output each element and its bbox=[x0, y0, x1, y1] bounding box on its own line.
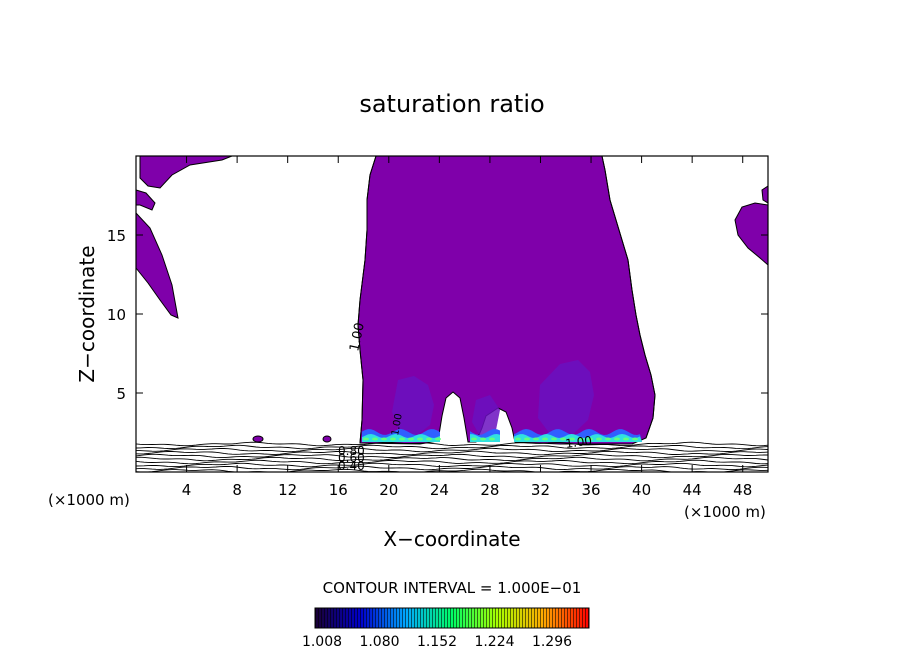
region-right-blob bbox=[734, 202, 768, 266]
region-right-edge bbox=[761, 185, 768, 204]
region-left-lobe bbox=[136, 189, 156, 211]
x-axis: 4 8 12 16 20 24 28 32 36 40 44 48 bbox=[182, 156, 752, 499]
band-green-spot bbox=[372, 437, 378, 441]
ground-contour bbox=[136, 468, 768, 472]
band-green-spot bbox=[533, 437, 539, 441]
band-green-spot bbox=[578, 437, 584, 441]
band-green-spot bbox=[596, 437, 602, 441]
contour-label-group: 1.00 1.00 1.00 0.80 0.60 0.40 bbox=[338, 321, 593, 473]
colorbar-tick-label: 1.008 bbox=[302, 634, 342, 650]
cloud-base-bands bbox=[362, 429, 642, 442]
x-tick-label: 20 bbox=[379, 481, 398, 499]
band-green-spot bbox=[587, 437, 593, 441]
region-core-1 bbox=[392, 376, 434, 436]
region-left-wedge bbox=[136, 212, 179, 319]
ground-contour bbox=[136, 453, 768, 459]
band-green-spot bbox=[435, 437, 441, 441]
y-tick-label: 15 bbox=[107, 227, 126, 245]
x-tick-label: 28 bbox=[480, 481, 499, 499]
band-green-spot bbox=[363, 437, 369, 441]
colorbar-tick-label: 1.152 bbox=[417, 634, 457, 650]
band-green-spot bbox=[515, 437, 521, 441]
band-green-spot bbox=[551, 437, 557, 441]
bump-left bbox=[252, 435, 264, 443]
band-green-spot bbox=[569, 437, 575, 441]
contour-interval-label: CONTOUR INTERVAL = 1.000E−01 bbox=[323, 579, 582, 597]
region-top-left bbox=[139, 156, 233, 189]
ground-contour bbox=[136, 459, 768, 465]
x-tick-label: 16 bbox=[329, 481, 348, 499]
band-green-spot bbox=[632, 437, 638, 441]
x-tick-label: 4 bbox=[182, 481, 192, 499]
ground-contour bbox=[136, 456, 768, 462]
ground-contour bbox=[136, 450, 768, 456]
contour-label: 0.60 bbox=[338, 451, 365, 465]
ground-contour bbox=[136, 441, 768, 447]
x-tick-label: 8 bbox=[232, 481, 242, 499]
colorbar-hatch bbox=[315, 608, 589, 628]
y-axis: 5 10 15 bbox=[107, 227, 768, 403]
band-green-spot bbox=[417, 437, 423, 441]
y-tick-label: 5 bbox=[116, 385, 126, 403]
region-core-3 bbox=[538, 360, 594, 435]
contour-label: 0.40 bbox=[338, 459, 365, 473]
band-green-spot bbox=[480, 437, 486, 441]
band-green-spot bbox=[489, 437, 495, 441]
band-green-spot bbox=[381, 437, 387, 441]
band-green-spot bbox=[426, 437, 432, 441]
x-tick-label: 36 bbox=[581, 481, 600, 499]
x-tick-label: 44 bbox=[683, 481, 702, 499]
x-tick-label: 12 bbox=[278, 481, 297, 499]
contour-label: 1.00 bbox=[564, 433, 592, 451]
band-green-spot bbox=[399, 437, 405, 441]
band-green-spot bbox=[542, 437, 548, 441]
plot-area bbox=[136, 156, 768, 472]
x-tick-label: 32 bbox=[531, 481, 550, 499]
x-tick-label: 24 bbox=[430, 481, 449, 499]
band-green-spot bbox=[605, 437, 611, 441]
region-core-2 bbox=[472, 395, 500, 436]
ground-contour bbox=[136, 465, 768, 471]
ground-contour bbox=[136, 444, 768, 450]
band-green-spot bbox=[524, 437, 530, 441]
band-green-spot bbox=[390, 437, 396, 441]
band-green-spot bbox=[560, 437, 566, 441]
x-unit-label-right: (×1000 m) bbox=[684, 503, 766, 521]
x-tick-label: 48 bbox=[733, 481, 752, 499]
contour-label: 1.00 bbox=[347, 321, 368, 352]
colorbar-tick-label: 1.080 bbox=[359, 634, 399, 650]
band-green-spot bbox=[471, 437, 477, 441]
y-axis-label: Z−coordinate bbox=[75, 245, 99, 382]
contour-label: 1.00 bbox=[390, 413, 405, 437]
x-axis-label: X−coordinate bbox=[383, 527, 520, 551]
ground-contour bbox=[136, 462, 768, 468]
contour-label: 0.80 bbox=[338, 444, 365, 458]
y-tick-label: 10 bbox=[107, 306, 126, 324]
ground-contour bbox=[136, 447, 768, 453]
chart-title: saturation ratio bbox=[359, 90, 544, 118]
colorbar-ticks: 1.008 1.080 1.152 1.224 1.296 bbox=[302, 634, 572, 650]
x-unit-label-left: (×1000 m) bbox=[48, 491, 130, 509]
bump-mid bbox=[322, 435, 332, 443]
plume-outline bbox=[357, 156, 656, 444]
band-green-spot bbox=[623, 437, 629, 441]
ground-contour-lines bbox=[136, 441, 768, 472]
band-green-spot bbox=[408, 437, 414, 441]
x-tick-label: 40 bbox=[632, 481, 651, 499]
colorbar-tick-label: 1.296 bbox=[532, 634, 572, 650]
colorbar-tick-label: 1.224 bbox=[474, 634, 514, 650]
band-green-spot bbox=[614, 437, 620, 441]
